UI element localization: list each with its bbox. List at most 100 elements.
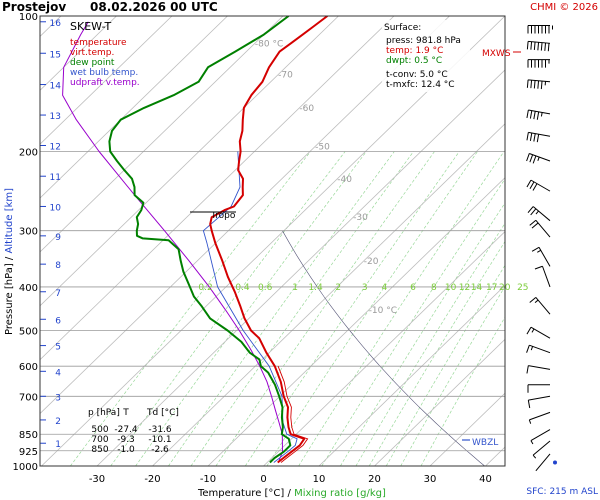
temperature-tick-label: 40 bbox=[479, 474, 492, 485]
wind-barb bbox=[526, 179, 551, 192]
pressure-tick-label: 925 bbox=[19, 447, 38, 458]
isotherm bbox=[318, 284, 505, 466]
wind-barb bbox=[535, 453, 551, 472]
wind-barb bbox=[527, 384, 550, 393]
table-cell: 500 bbox=[91, 425, 108, 435]
isotherm bbox=[207, 177, 505, 466]
temperature-tick-label: 0 bbox=[260, 474, 266, 485]
isotherm-label: -30 bbox=[353, 213, 368, 223]
table-cell: -1.0 bbox=[117, 445, 135, 455]
pressure-tick-label: 700 bbox=[19, 392, 38, 403]
pressure-tick-label: 600 bbox=[19, 362, 38, 373]
temperature-tick-label: 10 bbox=[313, 474, 326, 485]
mixing-ratio-label: 12 bbox=[459, 283, 470, 293]
wind-barb bbox=[526, 79, 551, 90]
temperature-tick-label: -10 bbox=[200, 474, 216, 485]
table-header-p: p [hPa] bbox=[88, 408, 120, 418]
surface-tconv: t-conv: 5.0 °C bbox=[386, 70, 448, 80]
wind-barb bbox=[531, 246, 551, 267]
altitude-tick-label: 11 bbox=[50, 173, 61, 183]
isotherm bbox=[40, 16, 284, 253]
wind-barb bbox=[530, 429, 551, 445]
isotherm-label: -20 bbox=[364, 257, 379, 267]
wind-barb bbox=[529, 219, 551, 238]
wind-barb bbox=[526, 131, 551, 143]
isotherm-label: -80 °C bbox=[255, 39, 283, 49]
surface-tmxfc: t-mxfc: 12.4 °C bbox=[386, 80, 455, 90]
wind-barb bbox=[534, 265, 551, 288]
table-cell: -2.6 bbox=[151, 445, 169, 455]
x-axis-label: Temperature [°C] / Mixing ratio [g/kg] bbox=[197, 488, 386, 499]
wind-barb bbox=[529, 297, 551, 315]
mixing-ratio-label: 1 bbox=[292, 283, 298, 293]
altitude-tick-label: 4 bbox=[55, 368, 61, 378]
isotherm bbox=[374, 338, 505, 466]
wind-barb bbox=[528, 411, 551, 424]
dry-adiabat bbox=[282, 230, 485, 466]
legend-dew-point: dew point bbox=[70, 58, 115, 68]
value-table: p [hPa] T Td [°C] 500 -27.4 -31.6 700 -9… bbox=[88, 408, 179, 455]
pressure-tick-label: 300 bbox=[19, 227, 38, 238]
plot-frame bbox=[39, 15, 506, 467]
isotherm-label: -40 bbox=[337, 175, 352, 185]
temperature-tick-label: 20 bbox=[368, 474, 381, 485]
altitude-tick-label: 16 bbox=[50, 19, 62, 29]
credit-label: CHMI © 2026 bbox=[530, 2, 598, 13]
isotherm-label: -60 bbox=[299, 104, 314, 114]
wind-barb bbox=[527, 206, 551, 222]
table-header-td: Td [°C] bbox=[146, 408, 179, 418]
mixing-ratio-line bbox=[110, 151, 346, 466]
mixing-ratio-label: 0.2 bbox=[198, 283, 212, 293]
mixing-ratio-label: 3 bbox=[362, 283, 368, 293]
altitude-tick-label: 9 bbox=[55, 233, 61, 243]
temperature-tick-label: -30 bbox=[89, 474, 105, 485]
legend-wet-bulb: wet bulb temp. bbox=[70, 68, 138, 78]
wind-barb bbox=[526, 40, 551, 52]
isotherm bbox=[40, 16, 339, 307]
isotherm bbox=[263, 230, 505, 466]
wind-barb bbox=[526, 153, 551, 164]
altitude-tick-label: 10 bbox=[50, 204, 62, 214]
isotherm bbox=[40, 16, 395, 361]
mixing-ratio-label: 6 bbox=[410, 283, 416, 293]
pressure-tick-label: 100 bbox=[19, 12, 38, 23]
isotherm-label: -10 °C bbox=[369, 306, 397, 316]
mixing-ratio-label: 10 bbox=[445, 283, 457, 293]
altitude-tick-label: 8 bbox=[55, 261, 61, 271]
isotherm bbox=[96, 69, 505, 466]
legend-temperature: temperature bbox=[70, 38, 127, 48]
wind-barb bbox=[526, 365, 551, 374]
altitude-tick-label: 3 bbox=[55, 393, 61, 403]
wind-barbs bbox=[526, 25, 557, 472]
datetime-title: 08.02.2026 00 UTC bbox=[90, 0, 218, 14]
mixing-ratio-label: 17 bbox=[486, 283, 497, 293]
table-cell: -10.1 bbox=[148, 435, 171, 445]
pressure-tick-label: 200 bbox=[19, 148, 38, 159]
pressure-tick-label: 400 bbox=[19, 283, 38, 294]
pressure-tick-label: 1000 bbox=[13, 462, 38, 473]
table-cell: 700 bbox=[91, 435, 108, 445]
table-cell: -9.3 bbox=[117, 435, 135, 445]
altitude-tick-label: 2 bbox=[55, 417, 61, 427]
station-title: Prostejov bbox=[2, 0, 66, 14]
altitude-tick-label: 5 bbox=[55, 343, 61, 353]
surface-temp: temp: 1.9 °C bbox=[386, 46, 443, 56]
wind-barb bbox=[526, 109, 551, 120]
temperature-tick-label: 30 bbox=[424, 474, 437, 485]
surface-box bbox=[382, 20, 470, 92]
wbzl-label: WBZL bbox=[472, 438, 498, 448]
chart-title: SKEW-T bbox=[70, 20, 112, 33]
isotherm bbox=[40, 16, 450, 415]
series-line-wet-bulb-temp- bbox=[202, 151, 298, 463]
surface-dwpt: dwpt: 0.5 °C bbox=[386, 56, 442, 66]
isotherm bbox=[152, 123, 505, 466]
wind-barb bbox=[526, 326, 551, 339]
mixing-ratio-line bbox=[420, 316, 505, 466]
mixing-ratio-label: 25 bbox=[517, 283, 528, 293]
series-line-virtual-temperature bbox=[277, 366, 309, 463]
sfc-label: SFC: 215 m ASL bbox=[526, 487, 598, 497]
wind-barb bbox=[527, 59, 550, 68]
mixing-ratio-label: 2 bbox=[335, 283, 341, 293]
table-cell: -31.6 bbox=[148, 425, 172, 435]
